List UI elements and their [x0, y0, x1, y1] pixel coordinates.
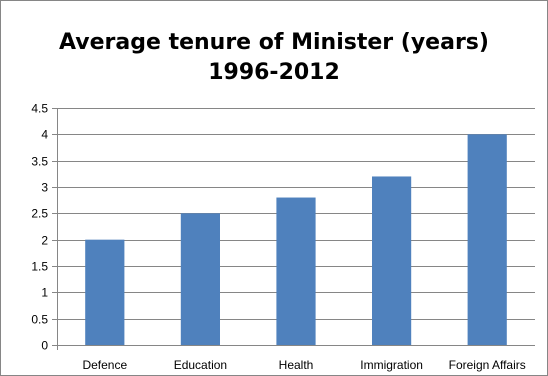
y-tick-label: 0 [41, 339, 48, 353]
bar [276, 197, 316, 345]
bar [85, 239, 125, 345]
y-axis-tick-labels: 0 0.5 1 1.5 2 2.5 3 3.5 4 4.5 [31, 102, 48, 353]
x-axis-tick-labels: Defence Education Health Immigration Foreign… [82, 358, 525, 372]
y-tick-label: 3 [41, 181, 48, 195]
x-tick-label: Defence [82, 358, 127, 372]
y-tick-label: 1 [41, 286, 48, 300]
y-tick-label: 4.5 [31, 102, 48, 116]
x-tick-label: Education [174, 358, 227, 372]
bar [372, 176, 412, 345]
y-tick-label: 3.5 [31, 155, 48, 169]
chart-title-line-1: Average tenure of Minister (years) [59, 30, 489, 55]
chart-title-line-2: 1996-2012 [208, 60, 340, 85]
y-tick-label: 4 [41, 128, 48, 142]
bar [180, 213, 220, 345]
x-tick-label: Foreign Affairs [449, 358, 526, 372]
bar [467, 134, 507, 345]
chart-title: Average tenure of Minister (years) 1996-… [0, 28, 548, 88]
bars [85, 134, 507, 345]
x-tick-label: Immigration [360, 358, 423, 372]
y-tick-label: 2.5 [31, 207, 48, 221]
y-tick-label: 2 [41, 234, 48, 248]
y-tick-label: 0.5 [31, 313, 48, 327]
x-tick-label: Health [279, 358, 314, 372]
y-tick-label: 1.5 [31, 260, 48, 274]
